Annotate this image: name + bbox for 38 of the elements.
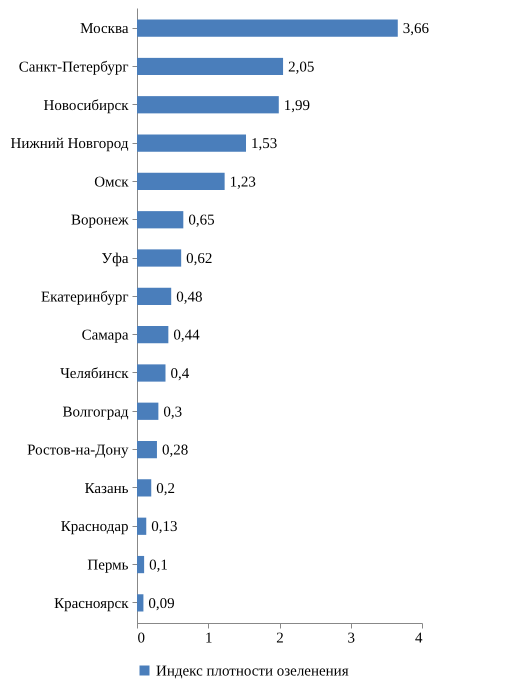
x-tick-label: 4 (415, 630, 423, 646)
y-tick-label: Нижний Новгород (10, 136, 129, 152)
y-tick-label: Воронеж (70, 212, 130, 229)
y-tick-label: Москва (80, 21, 129, 38)
data-label: 0,4 (170, 366, 190, 382)
data-label: 1,99 (284, 98, 310, 114)
y-tick-label: Омск (94, 174, 130, 190)
y-tick-label: Пермь (87, 558, 129, 574)
data-label: 0,13 (151, 519, 178, 536)
data-label: 1,53 (251, 136, 278, 152)
x-tick-label: 1 (205, 630, 212, 646)
data-label: 0,44 (173, 328, 200, 344)
x-tick-label: 0 (138, 630, 145, 646)
data-label: 2,05 (288, 59, 314, 76)
data-label: 0,28 (162, 442, 188, 459)
legend-label: Индекс плотности озеленения (156, 664, 349, 680)
data-label: 0,3 (163, 404, 182, 420)
y-tick-label: Самара (82, 328, 129, 344)
y-tick-label: Красноярск (54, 596, 130, 612)
y-tick-label: Ростов-на-Дону (27, 442, 129, 459)
x-tick-label: 3 (348, 630, 355, 646)
data-label: 0,2 (156, 480, 175, 497)
data-label: 0,1 (149, 558, 168, 574)
x-tick-label: 2 (276, 630, 284, 646)
y-tick-label: Волгоград (62, 404, 129, 420)
y-tick-label: Новосибирск (44, 98, 130, 114)
data-label: 0,48 (176, 289, 202, 306)
data-label: 0,65 (188, 212, 215, 229)
data-label: 0,62 (186, 251, 212, 268)
y-tick-label: Екатеринбург (41, 289, 128, 306)
data-label: 0,09 (148, 596, 175, 612)
data-label: 1,23 (230, 174, 256, 190)
y-tick-label: Челябинск (60, 366, 130, 382)
y-tick-label: Казань (84, 480, 129, 497)
data-label: 3,66 (402, 21, 430, 38)
y-tick-label: Краснодар (60, 519, 128, 536)
y-tick-label: Уфа (102, 251, 129, 268)
y-tick-label: Санкт-Петербург (18, 59, 128, 76)
